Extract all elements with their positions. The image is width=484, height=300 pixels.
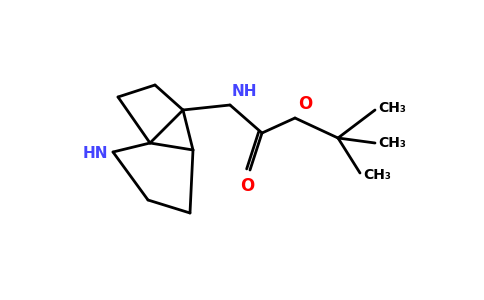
Text: CH₃: CH₃ [378, 136, 406, 150]
Text: CH₃: CH₃ [363, 168, 391, 182]
Text: HN: HN [82, 146, 108, 161]
Text: NH: NH [232, 84, 257, 99]
Text: O: O [240, 177, 254, 195]
Text: O: O [298, 95, 312, 113]
Text: CH₃: CH₃ [378, 101, 406, 115]
